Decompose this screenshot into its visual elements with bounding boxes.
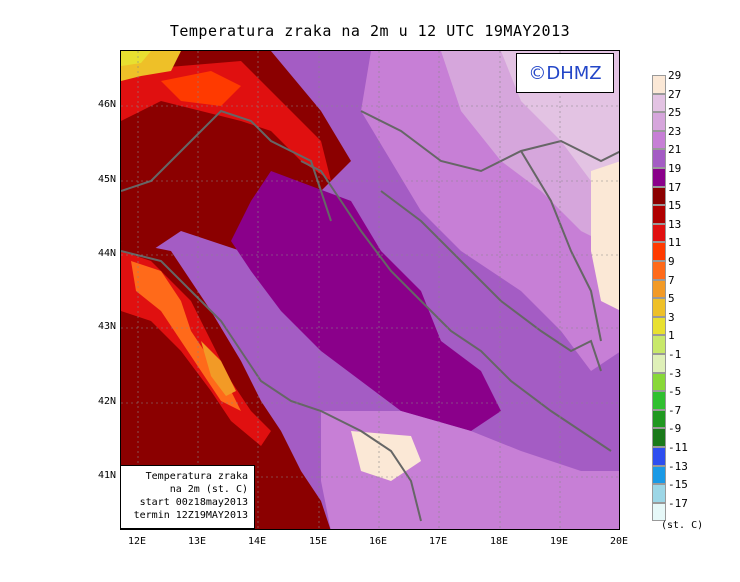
x-tick-label: 18E bbox=[489, 536, 509, 547]
y-tick-label: 43N bbox=[97, 321, 116, 332]
legend-swatch bbox=[652, 168, 666, 187]
legend-label: -5 bbox=[668, 385, 682, 399]
x-tick-label: 13E bbox=[187, 536, 207, 547]
y-tick-label: 41N bbox=[97, 470, 116, 481]
x-tick-label: 17E bbox=[428, 536, 448, 547]
legend-swatch bbox=[652, 372, 666, 392]
legend-label: -9 bbox=[668, 422, 682, 436]
legend-swatch bbox=[652, 242, 666, 261]
legend-swatch bbox=[652, 223, 666, 243]
coastline-croatia bbox=[300, 160, 612, 452]
x-tick-label: 19E bbox=[549, 536, 569, 547]
sea-zone bbox=[231, 171, 501, 431]
copyright-label: ©DHMZ bbox=[516, 53, 614, 93]
legend-label: 3 bbox=[668, 310, 675, 324]
legend-swatch bbox=[652, 428, 666, 447]
legend-label: -17 bbox=[668, 496, 688, 510]
orange-zone-italy bbox=[201, 341, 236, 396]
legend-label: 29 bbox=[668, 69, 682, 82]
legend-swatch bbox=[652, 484, 666, 503]
map-field bbox=[121, 51, 619, 529]
legend-label: 5 bbox=[668, 292, 675, 306]
legend-label: 23 bbox=[668, 124, 682, 138]
legend-swatch bbox=[652, 149, 666, 168]
legend-label: 13 bbox=[668, 217, 682, 231]
legend-label: 11 bbox=[668, 236, 682, 250]
legend-swatch bbox=[652, 316, 666, 336]
legend-label: 1 bbox=[668, 329, 675, 343]
x-tick-label: 15E bbox=[308, 536, 328, 547]
legend-label: -15 bbox=[668, 478, 688, 492]
map-title: Temperatura zraka na 2m u 12 UTC 19MAY20… bbox=[169, 22, 571, 40]
legend-swatch bbox=[652, 298, 666, 317]
border-serbia bbox=[520, 150, 602, 342]
info-line: start 00z18may2013 bbox=[139, 497, 248, 508]
legend-swatch bbox=[652, 205, 666, 224]
y-tick-label: 45N bbox=[97, 174, 116, 185]
y-tick-label: 46N bbox=[97, 99, 116, 110]
pale-zone-east bbox=[591, 161, 619, 310]
y-tick-label: 42N bbox=[97, 396, 116, 407]
info-line: na 2m (st. C) bbox=[169, 484, 248, 495]
x-tick-label: 14E bbox=[247, 536, 267, 547]
legend-swatch bbox=[652, 502, 666, 522]
legend-label: 15 bbox=[668, 199, 682, 213]
legend-swatch bbox=[652, 335, 666, 354]
x-tick-label: 20E bbox=[609, 536, 629, 547]
info-box: Temperatura zraka na 2m (st. C) start 00… bbox=[120, 465, 255, 529]
info-line: termin 12Z19MAY2013 bbox=[133, 510, 248, 521]
hot-zone-small bbox=[161, 71, 241, 106]
legend-unit: (st. C) bbox=[661, 520, 704, 531]
border-balkan bbox=[360, 110, 619, 173]
legend-swatch bbox=[652, 130, 666, 150]
x-tick-label: 12E bbox=[127, 536, 147, 547]
legend-label: 27 bbox=[668, 87, 682, 101]
legend-swatch bbox=[652, 409, 666, 429]
legend-swatch bbox=[652, 447, 666, 466]
legend-swatch bbox=[652, 279, 666, 299]
legend-label: -7 bbox=[668, 403, 682, 417]
legend-swatch bbox=[652, 391, 666, 410]
legend-swatch bbox=[652, 465, 666, 485]
legend-swatch bbox=[652, 186, 666, 206]
legend-label: 9 bbox=[668, 255, 675, 268]
pale-zone-alps bbox=[121, 51, 151, 66]
legend-label: -13 bbox=[668, 459, 688, 473]
legend-swatch bbox=[652, 93, 666, 113]
legend-swatch bbox=[652, 261, 666, 280]
x-tick-label: 16E bbox=[368, 536, 388, 547]
y-tick-label: 44N bbox=[97, 248, 116, 259]
legend-label: 21 bbox=[668, 143, 682, 157]
temperature-map bbox=[120, 50, 620, 530]
legend-label: -11 bbox=[668, 441, 688, 454]
legend-label: -3 bbox=[668, 366, 682, 380]
coastline-italy-east bbox=[121, 250, 422, 522]
grid-lines bbox=[121, 51, 619, 529]
legend-label: -1 bbox=[668, 348, 682, 361]
legend-label: 19 bbox=[668, 162, 682, 175]
legend-label: 17 bbox=[668, 180, 682, 194]
legend-swatch bbox=[652, 112, 666, 131]
legend-swatch bbox=[652, 354, 666, 373]
info-line: Temperatura zraka bbox=[145, 471, 248, 482]
legend-swatch bbox=[652, 75, 666, 94]
border-bosnia bbox=[380, 190, 602, 372]
legend-label: 7 bbox=[668, 273, 675, 287]
legend-label: 25 bbox=[668, 106, 682, 120]
